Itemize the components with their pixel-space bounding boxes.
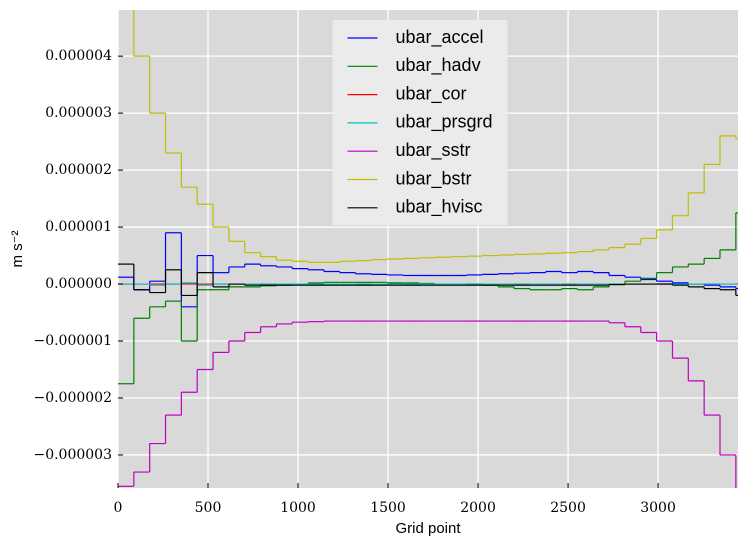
series-line [118,320,737,488]
x-tick-label: 2000 [460,500,496,516]
legend-label: ubar_sstr [396,140,471,161]
x-tick-label: 1000 [280,500,316,516]
y-tick-label: −0.000002 [33,390,112,406]
x-tick-label: 500 [195,500,222,516]
legend-label: ubar_hadv [396,55,481,76]
y-tick-label: 0.000001 [45,219,112,235]
legend-label: ubar_prsgrd [396,112,493,133]
series-line [118,263,738,297]
y-tick-label: 0.000003 [45,105,112,121]
step-riser [133,10,737,263]
axes: 0 500 1000 1500 2000 2500 3000 −0.000003 −0.0000… [33,48,675,516]
y-axis-label: m s⁻² [9,230,26,267]
y-tick-label: −0.000003 [33,447,112,463]
x-axis-label: Grid point [395,520,461,537]
legend-label: ubar_hvisc [396,197,483,218]
legend-label: ubar_accel [396,27,484,48]
legend: ubar_accel ubar_hadv ubar_cor ubar_prsgrdub… [332,20,508,225]
step-riser [133,321,737,488]
series-line [133,10,738,263]
y-tick-label: 0.000000 [45,276,112,292]
x-tick-label: 1500 [370,500,406,516]
series-layer [118,10,738,488]
x-tick-label: 3000 [640,500,676,516]
y-tick-label: −0.000001 [33,333,112,349]
x-tick-label: 2500 [550,500,586,516]
y-tick-label: 0.000002 [45,162,112,178]
legend-label: ubar_bstr [396,168,472,189]
y-tick-label: 0.000004 [45,48,112,64]
legend-label: ubar_cor [396,83,467,104]
x-tick-label: 0 [114,500,123,516]
